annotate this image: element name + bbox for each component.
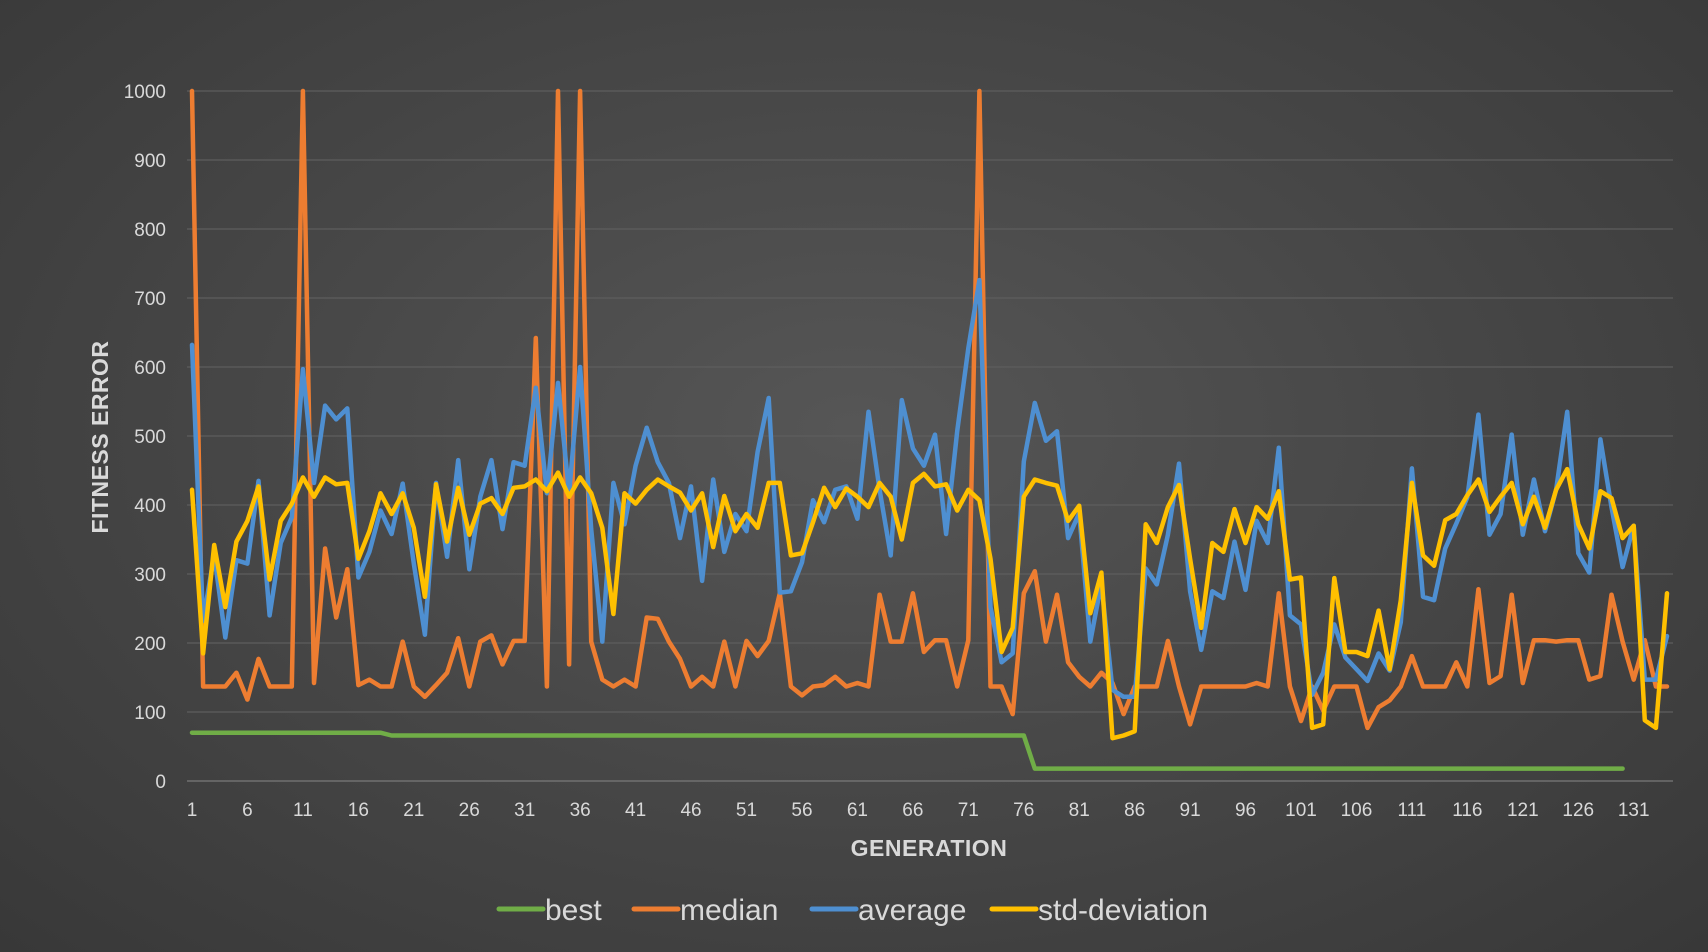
series-line-average bbox=[189, 277, 1670, 700]
x-tick-label: 116 bbox=[1452, 800, 1482, 821]
legend-label-best: best bbox=[545, 894, 602, 927]
y-tick-label: 300 bbox=[134, 565, 166, 586]
x-axis-ticks: 1 6 11 16 21 26 31 36 41 46 51 56 61 66 71 76 81 86 91 96 10… bbox=[187, 800, 1650, 821]
y-axis-title: FITNESS ERROR bbox=[87, 340, 113, 533]
y-tick-label: 600 bbox=[134, 358, 166, 379]
x-tick-label: 51 bbox=[736, 800, 757, 821]
y-tick-label: 800 bbox=[134, 220, 166, 241]
x-axis-title: GENERATION bbox=[851, 835, 1008, 861]
x-tick-label: 36 bbox=[570, 800, 591, 821]
x-tick-label: 111 bbox=[1397, 800, 1426, 821]
x-tick-label: 81 bbox=[1069, 800, 1090, 821]
x-tick-label: 106 bbox=[1341, 800, 1373, 821]
x-tick-label: 11 bbox=[293, 800, 313, 821]
series-line-median bbox=[189, 88, 1670, 731]
legend: best median average std-deviation bbox=[496, 894, 1208, 927]
x-tick-label: 71 bbox=[958, 800, 979, 821]
x-tick-label: 101 bbox=[1285, 800, 1317, 821]
x-tick-label: 6 bbox=[242, 800, 253, 821]
x-tick-label: 61 bbox=[847, 800, 868, 821]
x-tick-label: 56 bbox=[791, 800, 812, 821]
y-tick-label: 0 bbox=[155, 772, 166, 793]
y-tick-label: 100 bbox=[134, 703, 166, 724]
gridlines bbox=[187, 90, 1673, 782]
y-tick-label: 200 bbox=[134, 634, 166, 655]
legend-label-median: median bbox=[680, 894, 778, 927]
x-tick-label: 46 bbox=[680, 800, 701, 821]
legend-label-average: average bbox=[858, 894, 966, 927]
x-tick-label: 91 bbox=[1180, 800, 1201, 821]
x-tick-label: 131 bbox=[1618, 800, 1650, 821]
y-tick-label: 400 bbox=[134, 496, 166, 517]
legend-label-std-deviation: std-deviation bbox=[1038, 894, 1208, 927]
x-tick-label: 1 bbox=[187, 800, 198, 821]
x-tick-label: 76 bbox=[1013, 800, 1034, 821]
series-line-best bbox=[189, 730, 1625, 771]
series-lines bbox=[189, 88, 1670, 771]
y-tick-label: 900 bbox=[134, 151, 166, 172]
y-tick-label: 500 bbox=[134, 427, 166, 448]
y-tick-label: 1000 bbox=[124, 82, 166, 103]
x-tick-label: 31 bbox=[514, 800, 535, 821]
x-tick-label: 86 bbox=[1124, 800, 1145, 821]
series-line-std-deviation bbox=[189, 466, 1670, 741]
x-tick-label: 21 bbox=[403, 800, 424, 821]
x-tick-label: 41 bbox=[625, 800, 646, 821]
x-tick-label: 16 bbox=[348, 800, 369, 821]
x-tick-label: 126 bbox=[1562, 800, 1594, 821]
y-tick-label: 700 bbox=[134, 289, 166, 310]
x-tick-label: 121 bbox=[1507, 800, 1539, 821]
x-tick-label: 96 bbox=[1235, 800, 1256, 821]
y-axis-ticks: 0 100 200 300 400 500 600 700 800 900 1000 bbox=[124, 82, 166, 793]
x-tick-label: 26 bbox=[459, 800, 480, 821]
x-tick-label: 66 bbox=[902, 800, 923, 821]
